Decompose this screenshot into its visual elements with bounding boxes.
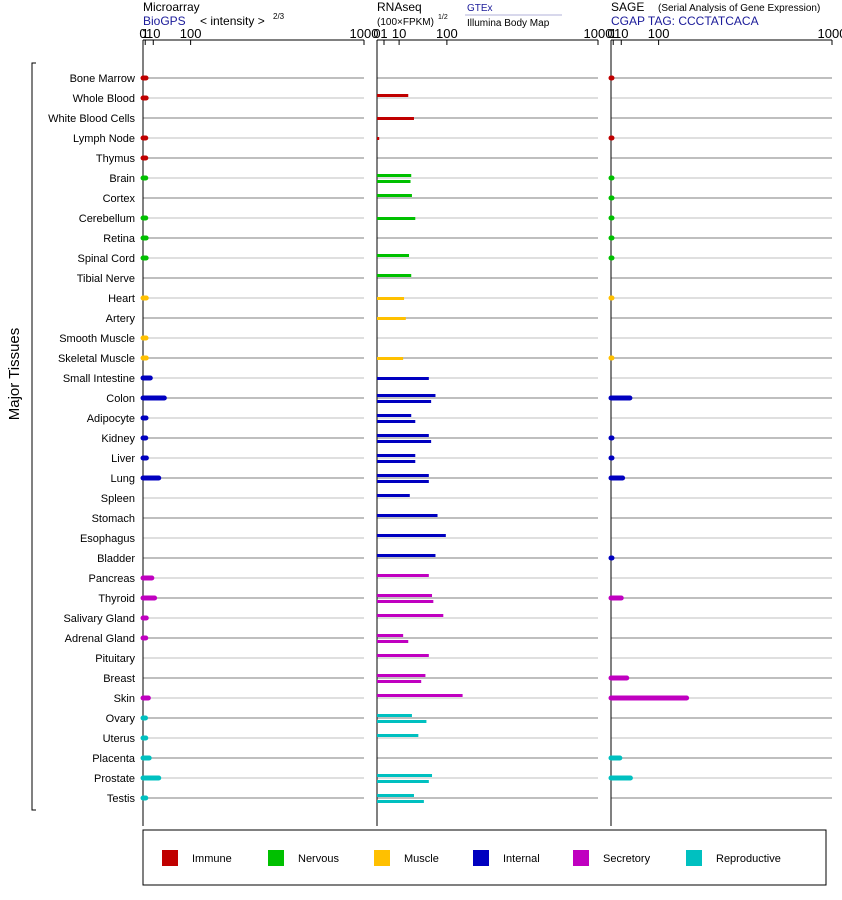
tissue-label: Spleen [101, 493, 135, 505]
legend-label: Internal [503, 853, 540, 865]
tissue-label: Spinal Cord [78, 253, 135, 265]
tissue-label: Adipocyte [87, 413, 135, 425]
tissue-label: Kidney [101, 433, 135, 445]
rnaseq-scale-label: (100×FPKM) [377, 17, 434, 28]
sage-title: SAGE [611, 0, 644, 14]
legend-swatch [374, 850, 390, 866]
axis-tick-label: 10 [392, 26, 406, 41]
legend-swatch [573, 850, 589, 866]
axis-tick-label: 100 [648, 26, 670, 41]
tissue-label: Lymph Node [73, 133, 135, 145]
tissue-label: Artery [106, 313, 136, 325]
axis-tick-label: 1000 [584, 26, 613, 41]
axis-tick-label: 0 [607, 26, 614, 41]
tissue-label: Breast [103, 673, 135, 685]
microarray-source: BioGPS [143, 14, 186, 28]
microarray-title: Microarray [143, 0, 200, 14]
tissue-label: Stomach [92, 513, 135, 525]
axis-tick-label: 1000 [818, 26, 842, 41]
axis-tick-label: 1000 [350, 26, 379, 41]
tissue-label: Small Intestine [63, 373, 135, 385]
tissue-label: Bladder [97, 553, 135, 565]
tissue-label: Ovary [106, 713, 136, 725]
tissue-label: Lung [111, 473, 135, 485]
legend-label: Immune [192, 853, 232, 865]
tissue-label: Pituitary [95, 653, 135, 665]
sage-subtitle: (Serial Analysis of Gene Expression) [658, 3, 820, 14]
tissue-label: Skeletal Muscle [58, 353, 135, 365]
microarray-scale-label: < intensity > [200, 14, 265, 28]
tissue-label: Adrenal Gland [65, 633, 135, 645]
legend-label: Muscle [404, 853, 439, 865]
tissue-label: Colon [106, 393, 135, 405]
tissue-label: Cortex [103, 193, 136, 205]
rnaseq-series-gtex: GTEx [467, 3, 493, 14]
legend-label: Reproductive [716, 853, 781, 865]
axis-tick-label: 1 [142, 26, 149, 41]
tissue-label: Brain [109, 173, 135, 185]
tissue-label: Pancreas [89, 573, 136, 585]
row-group-bracket [31, 62, 36, 811]
tissue-label: Testis [107, 793, 136, 805]
legend-box [142, 829, 827, 886]
axis-tick-label: 10 [146, 26, 160, 41]
tissue-label: Heart [108, 293, 135, 305]
legend-swatch [473, 850, 489, 866]
tissue-label: Thymus [96, 153, 136, 165]
tissue-label: Esophagus [80, 533, 136, 545]
legend-swatch [162, 850, 178, 866]
legend-swatch [686, 850, 702, 866]
row-group-label: Major Tissues [6, 328, 23, 421]
tissue-label: Smooth Muscle [59, 333, 135, 345]
rnaseq-panel: 0 1 10 100 1000 [373, 26, 612, 826]
tissue-label: Cerebellum [79, 213, 135, 225]
axis-tick-label: 1 [610, 26, 617, 41]
tissue-label: Placenta [92, 753, 136, 765]
tissue-label: Retina [103, 233, 136, 245]
tissue-label: White Blood Cells [48, 113, 135, 125]
rnaseq-series-illumina: Illumina Body Map [467, 18, 550, 29]
tissue-label: Skin [114, 693, 135, 705]
tissue-label: Liver [111, 453, 135, 465]
rnaseq-title: RNAseq [377, 0, 422, 14]
legend-swatch [268, 850, 284, 866]
legend-label: Secretory [603, 853, 651, 865]
axis-tick-label: 0 [139, 26, 146, 41]
sage-source: CGAP TAG: CCCTATCACA [611, 14, 759, 28]
tissue-label: Whole Blood [73, 93, 135, 105]
tissue-label: Prostate [94, 773, 135, 785]
tissue-label: Bone Marrow [70, 73, 135, 85]
microarray-scale-exponent: 2/3 [273, 12, 285, 21]
tissue-label: Salivary Gland [63, 613, 135, 625]
legend-label: Nervous [298, 853, 339, 865]
rnaseq-scale-exponent: 1/2 [438, 14, 448, 21]
tissue-label: Thyroid [98, 593, 135, 605]
axis-tick-label: 0 [373, 26, 380, 41]
axis-tick-label: 1 [380, 26, 387, 41]
tissue-label: Tibial Nerve [77, 273, 135, 285]
axis-tick-label: 100 [436, 26, 458, 41]
axis-tick-label: 10 [614, 26, 628, 41]
axis-tick-label: 100 [180, 26, 202, 41]
tissue-label: Uterus [103, 733, 136, 745]
